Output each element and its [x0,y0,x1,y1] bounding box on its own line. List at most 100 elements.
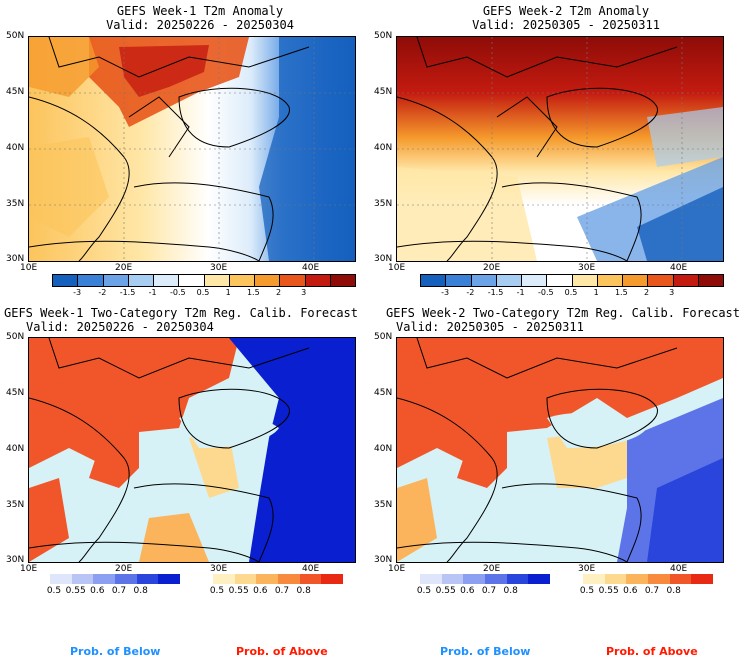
colorbar-swatch [446,275,472,286]
colorbar-tick-label: -3 [441,288,450,297]
colorbar-tick-label: 0.6 [90,586,105,596]
lat-label: 45N [374,388,393,398]
lat-label: 35N [6,500,25,510]
lat-label: 40N [6,143,25,153]
colorbar-tick-label: 0.8 [296,586,311,596]
colorbar-swatch [547,275,573,286]
lat-label: 45N [6,388,25,398]
colorbar-tick-label: 0.5 [416,586,432,596]
colorbar-swatch [506,574,529,584]
colorbar-tick-label: 0.7 [644,586,660,596]
colorbar-tick-label: 0.55 [228,586,249,596]
panel-title: GEFS Week-1 T2m Anomaly [116,4,284,18]
map-week2-probability [396,337,724,563]
colorbar-swatch [305,275,331,286]
prob-above-caption: Prob. of Above [236,645,328,658]
colorbar-swatch [623,275,649,286]
prob-below-colorbar [50,574,181,584]
colorbar-tick-label: -0.5 [170,288,186,297]
lon-label: 10E [388,263,406,273]
colorbar-tick-label: 0.5 [46,586,62,596]
colorbar-tick-label: 1.5 [246,288,260,297]
colorbar-swatch [234,574,257,584]
lat-label: 35N [374,199,393,209]
prob-above-caption: Prob. of Above [606,645,698,658]
colorbar-tick-label: 2 [275,288,282,297]
colorbar-tick-label: 0.7 [111,586,127,596]
colorbar-swatch [648,574,670,584]
colorbar-swatch [669,574,692,584]
colorbar-tick-label: 2 [643,288,650,297]
colorbar-swatch [463,574,486,584]
colorbar-swatch [103,275,129,286]
colorbar-tick-label: 0.6 [623,586,638,596]
lat-label: 40N [374,444,393,454]
lat-label: 50N [374,332,393,342]
colorbar-swatch [330,275,355,286]
colorbar-tick-label: 1.5 [614,288,628,297]
lat-label: 45N [6,87,25,97]
lat-label: 30N [374,555,393,565]
colorbar-tick-label: 3 [301,288,307,297]
lon-label: 20E [115,263,133,273]
colorbar-swatch [50,574,72,584]
lon-label: 20E [483,564,501,574]
lon-label: 30E [210,263,228,273]
colorbar-swatch [604,574,627,584]
lon-label: 10E [20,564,38,574]
colorbar-swatch [441,574,464,584]
colorbar-swatch [128,275,154,286]
colorbar-tick-label: 0.7 [481,586,497,596]
lon-label: 40E [302,263,320,273]
lat-label: 35N [374,500,393,510]
colorbar-swatch [698,275,723,286]
lat-label: 30N [6,254,25,264]
colorbar-tick-label: 0.6 [253,586,268,596]
colorbar-tick-label: -3 [73,288,82,297]
panel-valid-dates: Valid: 20250305 - 20250311 [396,320,584,334]
colorbar-swatch [280,275,306,286]
colorbar-tick-label: 0.5 [564,288,578,297]
colorbar-swatch [255,275,281,286]
colorbar-swatch [691,574,714,584]
lon-label: 40E [302,564,320,574]
map-week2-anomaly [396,36,724,262]
map-week1-anomaly [28,36,356,262]
colorbar-tick-label: -2 [98,288,107,297]
colorbar-swatch [572,275,598,286]
lon-label: 40E [670,564,688,574]
colorbar-tick-label: 0.5 [579,586,595,596]
colorbar-swatch [213,574,235,584]
lat-label: 40N [6,444,25,454]
colorbar-swatch [115,574,137,584]
colorbar-swatch [229,275,255,286]
panel-title: GEFS Week-2 T2m Anomaly [482,4,650,18]
colorbar-swatch [528,574,551,584]
colorbar-swatch [321,574,344,584]
colorbar-swatch [278,574,300,584]
prob-below-colorbar [420,574,551,584]
prob-above-colorbar [583,574,714,584]
lat-label: 30N [374,254,393,264]
colorbar-tick-label: -0.5 [538,288,554,297]
colorbar-swatch [53,275,79,286]
colorbar-swatch [485,574,507,584]
colorbar-tick-label: -1.5 [487,288,504,297]
panel-title: GEFS Week-2 Two-Category T2m Reg. Calib.… [386,306,740,320]
colorbar-tick-label: 1 [225,288,231,297]
colorbar-swatch [626,574,649,584]
panel-valid-dates: Valid: 20250305 - 20250311 [472,18,660,32]
colorbar-swatch [421,275,447,286]
lon-label: 30E [578,564,596,574]
colorbar-swatch [71,574,94,584]
lon-label: 30E [578,263,596,273]
panel-valid-dates: Valid: 20250226 - 20250304 [106,18,294,32]
lat-label: 30N [6,555,25,565]
lat-label: 50N [6,31,25,41]
colorbar-swatch [136,574,159,584]
colorbar-tick-label: 0.8 [133,586,148,596]
colorbar-tick-label: 3 [669,288,675,297]
colorbar-swatch [154,275,180,286]
prob-below-caption: Prob. of Below [440,645,531,658]
lon-label: 30E [210,564,228,574]
